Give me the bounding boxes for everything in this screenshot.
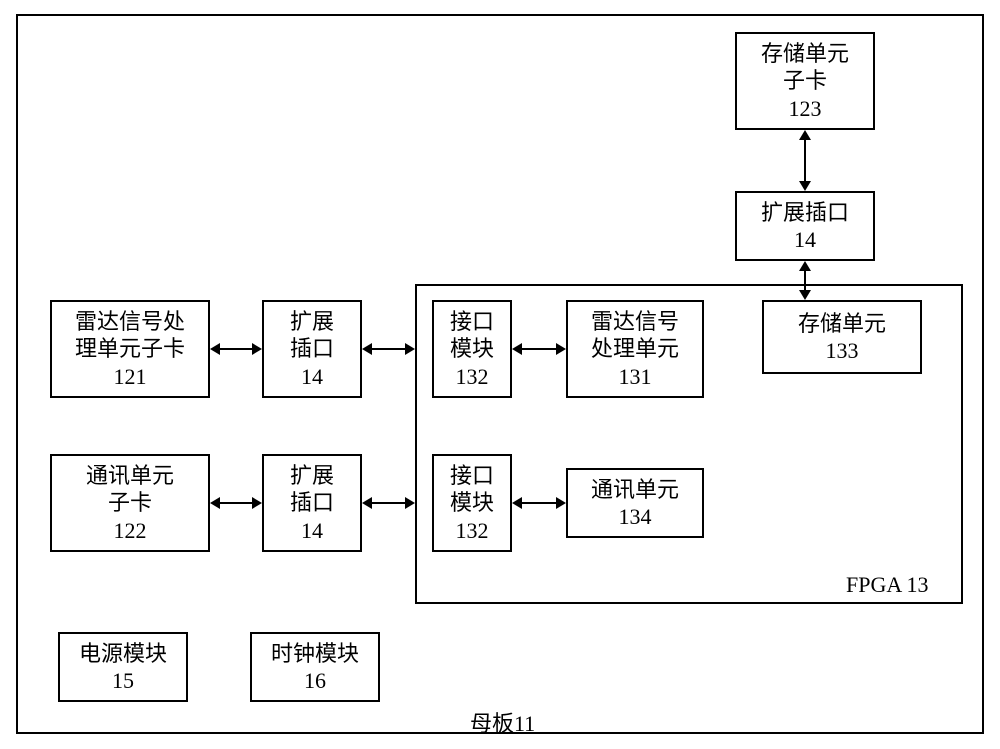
interface-module-mid-line2: 模块 [450,335,494,363]
radar-unit-box: 雷达信号 处理单元 131 [566,300,704,398]
expansion-slot-bot-box: 扩展 插口 14 [262,454,362,552]
canvas: 存储单元 子卡 123 扩展插口 14 雷达信号处 理单元子卡 121 扩展 插… [0,0,1000,749]
interface-module-mid-line1: 接口 [450,308,494,336]
comm-unit-box: 通讯单元 134 [566,468,704,538]
storage-subcard-line3: 123 [789,95,822,123]
power-module-box: 电源模块 15 [58,632,188,702]
expansion-slot-mid-line1: 扩展 [290,308,334,336]
comm-subcard-line2: 子卡 [108,489,152,517]
expansion-slot-top-box: 扩展插口 14 [735,191,875,261]
storage-unit-box: 存储单元 133 [762,300,922,374]
interface-module-bot-box: 接口 模块 132 [432,454,512,552]
motherboard-label: 母板11 [470,706,535,738]
radar-subcard-line1: 雷达信号处 [75,308,185,336]
interface-module-bot-line2: 模块 [450,489,494,517]
storage-unit-line2: 133 [826,337,859,365]
expansion-slot-top-line1: 扩展插口 [761,199,849,227]
expansion-slot-mid-line3: 14 [301,363,323,391]
radar-unit-line1: 雷达信号 [591,308,679,336]
fpga-label: FPGA 13 [846,572,929,598]
expansion-slot-mid-line2: 插口 [290,335,334,363]
interface-module-mid-box: 接口 模块 132 [432,300,512,398]
expansion-slot-mid-box: 扩展 插口 14 [262,300,362,398]
expansion-slot-bot-line1: 扩展 [290,462,334,490]
expansion-slot-top-line2: 14 [794,226,816,254]
clock-module-box: 时钟模块 16 [250,632,380,702]
storage-unit-line1: 存储单元 [798,310,886,338]
radar-subcard-box: 雷达信号处 理单元子卡 121 [50,300,210,398]
expansion-slot-bot-line2: 插口 [290,489,334,517]
comm-subcard-line3: 122 [114,517,147,545]
radar-subcard-line2: 理单元子卡 [75,335,185,363]
storage-subcard-box: 存储单元 子卡 123 [735,32,875,130]
radar-subcard-line3: 121 [114,363,147,391]
storage-subcard-line2: 子卡 [783,67,827,95]
power-module-line1: 电源模块 [79,640,167,668]
clock-module-line2: 16 [304,667,326,695]
comm-unit-line2: 134 [619,503,652,531]
radar-unit-line3: 131 [619,363,652,391]
comm-unit-line1: 通讯单元 [591,476,679,504]
interface-module-bot-line3: 132 [456,517,489,545]
comm-subcard-box: 通讯单元 子卡 122 [50,454,210,552]
interface-module-mid-line3: 132 [456,363,489,391]
expansion-slot-bot-line3: 14 [301,517,323,545]
radar-unit-line2: 处理单元 [591,335,679,363]
interface-module-bot-line1: 接口 [450,462,494,490]
clock-module-line1: 时钟模块 [271,640,359,668]
storage-subcard-line1: 存储单元 [761,40,849,68]
power-module-line2: 15 [112,667,134,695]
comm-subcard-line1: 通讯单元 [86,462,174,490]
